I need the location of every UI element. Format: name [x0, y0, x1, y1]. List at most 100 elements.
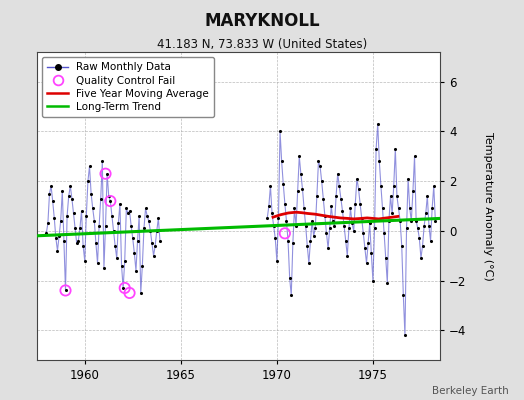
Point [141, 205, 150, 212]
Point [346, 205, 355, 212]
Point [113, 255, 121, 261]
Point [364, 240, 373, 246]
Point [385, 218, 393, 224]
Point [143, 213, 151, 219]
Point [337, 195, 345, 202]
Point [122, 205, 130, 212]
Point [130, 250, 138, 256]
Point [316, 163, 324, 170]
Point [407, 218, 416, 224]
Point [128, 235, 137, 242]
Point [298, 186, 307, 192]
Text: 41.183 N, 73.833 W (United States): 41.183 N, 73.833 W (United States) [157, 38, 367, 51]
Point [311, 225, 320, 232]
Point [330, 223, 339, 229]
Point [82, 213, 91, 219]
Point [300, 205, 308, 212]
Point [332, 193, 340, 199]
Point [304, 260, 313, 266]
Point [319, 195, 328, 202]
Point [340, 223, 348, 229]
Text: Berkeley Earth: Berkeley Earth [432, 386, 508, 396]
Point [310, 233, 318, 239]
Point [428, 205, 436, 212]
Point [72, 240, 81, 246]
Point [145, 218, 153, 224]
Legend: Raw Monthly Data, Quality Control Fail, Five Year Moving Average, Long-Term Tren: Raw Monthly Data, Quality Control Fail, … [42, 57, 214, 117]
Point [272, 258, 281, 264]
Point [98, 158, 106, 164]
Point [61, 287, 70, 294]
Point [343, 252, 352, 259]
Point [45, 190, 53, 197]
Point [85, 163, 94, 170]
Point [117, 262, 126, 269]
Point [324, 245, 332, 252]
Point [106, 198, 115, 204]
Point [265, 203, 273, 209]
Point [333, 170, 342, 177]
Point [313, 193, 321, 199]
Point [149, 252, 158, 259]
Point [369, 277, 377, 284]
Point [366, 220, 374, 226]
Point [100, 265, 108, 271]
Point [396, 218, 405, 224]
Point [121, 285, 129, 291]
Point [84, 178, 92, 184]
Point [125, 290, 134, 296]
Point [281, 230, 289, 236]
Point [350, 228, 358, 234]
Point [79, 242, 88, 249]
Point [375, 158, 384, 164]
Text: MARYKNOLL: MARYKNOLL [204, 12, 320, 30]
Point [106, 198, 115, 204]
Point [43, 220, 52, 226]
Point [293, 188, 302, 194]
Point [290, 205, 299, 212]
Point [47, 183, 56, 189]
Point [351, 200, 359, 207]
Point [134, 238, 142, 244]
Point [418, 242, 427, 249]
Point [381, 255, 390, 261]
Point [389, 183, 398, 189]
Point [395, 205, 403, 212]
Point [423, 193, 432, 199]
Point [49, 198, 57, 204]
Point [53, 248, 62, 254]
Point [292, 223, 300, 229]
Point [303, 242, 311, 249]
Point [271, 235, 279, 242]
Point [156, 238, 164, 244]
Point [152, 228, 161, 234]
Point [42, 230, 50, 236]
Point [393, 193, 401, 199]
Point [406, 205, 414, 212]
Point [63, 213, 71, 219]
Point [374, 121, 382, 127]
Point [410, 153, 419, 160]
Point [318, 178, 326, 184]
Point [121, 258, 129, 264]
Point [354, 186, 363, 192]
Point [430, 183, 438, 189]
Point [372, 146, 380, 152]
Point [124, 210, 132, 217]
Point [90, 218, 99, 224]
Point [76, 225, 84, 232]
Point [282, 218, 291, 224]
Point [64, 193, 73, 199]
Point [127, 223, 135, 229]
Point [101, 170, 110, 177]
Point [93, 260, 102, 266]
Point [401, 332, 409, 338]
Point [58, 188, 67, 194]
Point [57, 218, 65, 224]
Point [87, 190, 95, 197]
Point [383, 280, 391, 286]
Point [353, 176, 361, 182]
Point [114, 220, 123, 226]
Point [399, 292, 408, 299]
Point [68, 195, 76, 202]
